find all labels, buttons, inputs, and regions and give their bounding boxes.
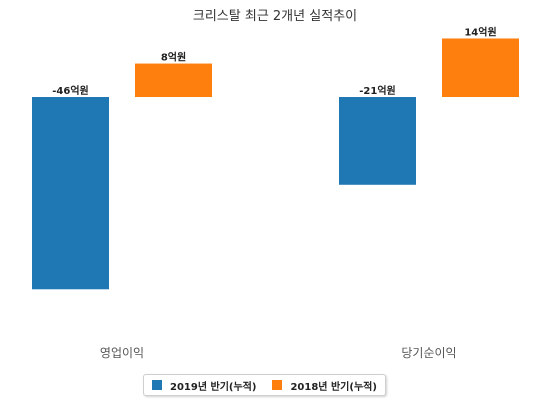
- bar-series-2-2: [442, 38, 519, 97]
- category-label-2: 당기순이익: [401, 346, 456, 360]
- data-label-series-1-1: -46억원: [52, 84, 88, 97]
- legend-swatch-series-2: [272, 380, 283, 390]
- data-label-series-2-2: 14억원: [464, 25, 496, 38]
- bars: -46억원 -21억원 8억원 14억원: [32, 25, 519, 290]
- legend-label-series-1: 2019년 반기(누적): [170, 381, 257, 393]
- legend-item-series-2: 2018년 반기(누적): [272, 378, 377, 393]
- bar-series-2-1: [135, 63, 212, 97]
- data-label-series-2-1: 8억원: [161, 51, 186, 64]
- bar-series-1-1: [32, 97, 109, 290]
- bar-series-1-2: [339, 97, 416, 185]
- legend-label-series-2: 2018년 반기(누적): [290, 381, 377, 393]
- category-labels: 영업이익 당기순이익: [100, 346, 457, 360]
- chart-title: 크리스탈 최근 2개년 실적추이: [193, 9, 357, 24]
- legend-item-series-1: 2019년 반기(누적): [152, 378, 256, 393]
- data-label-series-1-2: -21억원: [359, 84, 395, 97]
- legend-swatch-series-1: [152, 380, 162, 390]
- category-label-1: 영업이익: [100, 346, 144, 360]
- legend: 2019년 반기(누적) 2018년 반기(누적): [143, 374, 386, 396]
